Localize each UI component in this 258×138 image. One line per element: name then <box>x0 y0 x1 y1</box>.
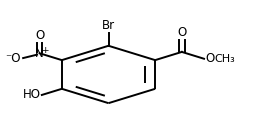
Text: O: O <box>205 52 215 65</box>
Text: O: O <box>35 29 44 42</box>
Text: HO: HO <box>22 88 41 101</box>
Text: +: + <box>42 46 49 55</box>
Text: Br: Br <box>102 19 115 32</box>
Text: N: N <box>35 47 44 60</box>
Text: O: O <box>177 26 187 39</box>
Text: ⁻O: ⁻O <box>5 52 21 65</box>
Text: CH₃: CH₃ <box>215 54 236 64</box>
